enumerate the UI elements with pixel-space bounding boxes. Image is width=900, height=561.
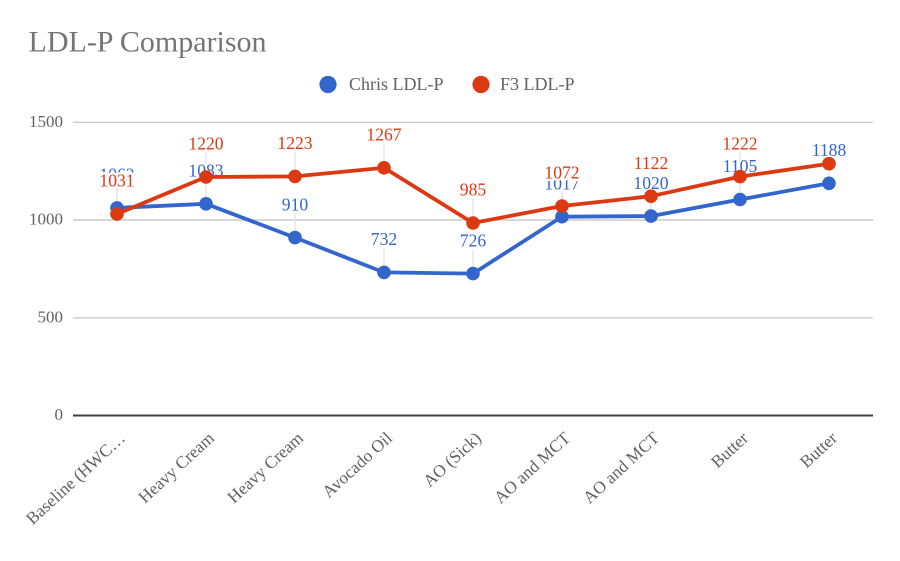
svg-text:LDL-P Comparison: LDL-P Comparison [29, 26, 267, 59]
svg-text:0: 0 [55, 405, 64, 424]
svg-text:1220: 1220 [188, 134, 223, 154]
svg-text:726: 726 [460, 230, 487, 250]
svg-text:1122: 1122 [634, 153, 669, 173]
svg-text:1017: 1017 [544, 173, 579, 193]
svg-text:1000: 1000 [29, 210, 63, 229]
svg-text:1062: 1062 [99, 165, 134, 185]
svg-text:1222: 1222 [722, 133, 757, 153]
svg-text:500: 500 [38, 307, 64, 326]
svg-text:1267: 1267 [366, 125, 401, 145]
svg-text:1500: 1500 [29, 112, 63, 131]
svg-text:1031: 1031 [99, 171, 134, 191]
svg-text:Chris LDL-P: Chris LDL-P [349, 74, 444, 94]
svg-text:910: 910 [282, 194, 309, 214]
svg-text:F3 LDL-P: F3 LDL-P [500, 74, 575, 94]
svg-text:985: 985 [460, 180, 487, 200]
svg-text:1072: 1072 [544, 163, 579, 183]
svg-text:732: 732 [371, 229, 397, 249]
svg-text:1223: 1223 [277, 133, 312, 153]
